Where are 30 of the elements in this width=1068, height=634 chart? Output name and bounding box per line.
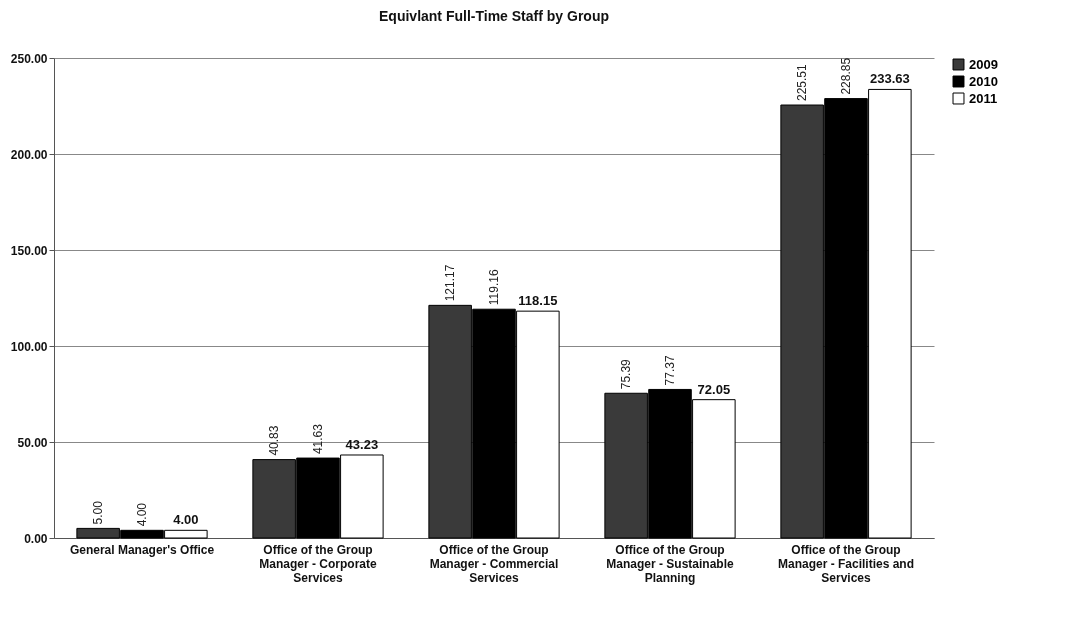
legend-label: 2011 [969, 90, 998, 106]
data-label: 43.23 [345, 437, 379, 452]
y-tick-label: 100.00 [10, 339, 48, 354]
y-tick-label: 200.00 [10, 147, 48, 162]
x-tick-label: Office of the Group Manager - Corporate Services [259, 542, 377, 585]
data-label: 72.05 [697, 381, 731, 397]
data-label: 4.00 [173, 512, 199, 528]
x-tick-label: Office of the Group Manager - Facilities and Services [777, 542, 915, 585]
x-tick-label: General Manager's Office [69, 542, 215, 557]
y-tick-label: 250.00 [10, 51, 48, 66]
y-tick-label: 50.00 [17, 435, 48, 450]
y-tick-label: 0.00 [24, 531, 48, 546]
data-label: 225.51 [795, 63, 810, 102]
data-label: 75.39 [619, 358, 634, 390]
data-label: 118.15 [518, 293, 558, 309]
data-label: 77.37 [663, 355, 677, 386]
legend-label: 2010 [969, 73, 998, 89]
data-label: 40.83 [267, 425, 282, 456]
data-label: 4.00 [135, 502, 149, 527]
data-label: 41.63 [311, 423, 325, 455]
x-tick-label: Office of the Group Manager - Commercial Services [429, 542, 559, 585]
y-tick-label: 150.00 [10, 243, 48, 258]
chart-title: Equivlant Full-Time Staff by Group [379, 8, 609, 24]
data-label: 121.17 [443, 264, 458, 302]
data-label: 233.63 [869, 71, 910, 87]
data-label: 5.00 [91, 500, 106, 525]
data-label: 119.16 [487, 269, 501, 306]
x-tick-label: Office of the Group Manager - Sustainable Planning [606, 542, 734, 585]
data-label: 228.85 [839, 57, 853, 95]
legend-label: 2009 [969, 56, 998, 72]
